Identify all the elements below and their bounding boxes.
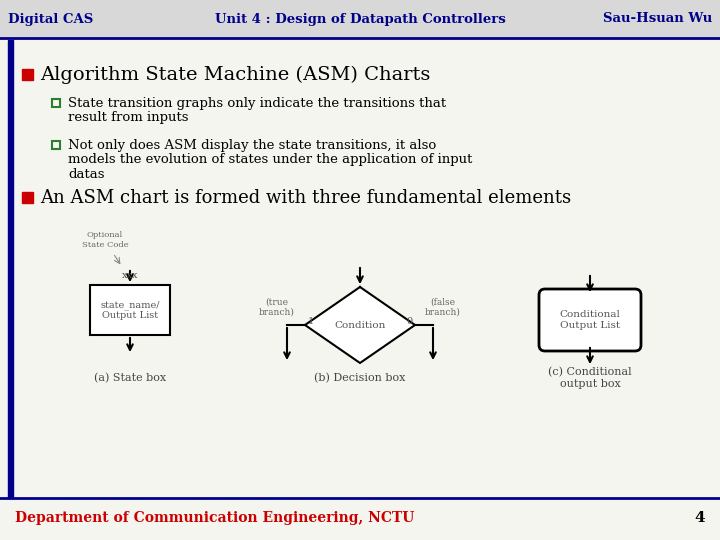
Text: models the evolution of states under the application of input: models the evolution of states under the… <box>68 153 472 166</box>
Bar <box>22 69 33 80</box>
Text: (b) Decision box: (b) Decision box <box>315 373 405 383</box>
Text: (true
branch): (true branch) <box>259 298 295 317</box>
Text: state_name/
Output List: state_name/ Output List <box>100 300 160 320</box>
Bar <box>8 40 13 498</box>
Bar <box>0 0 720 38</box>
Text: 0: 0 <box>406 316 412 326</box>
Text: (false
branch): (false branch) <box>425 298 461 317</box>
Text: 4: 4 <box>694 511 705 525</box>
Bar <box>52 141 60 149</box>
Text: State transition graphs only indicate the transitions that: State transition graphs only indicate th… <box>68 97 446 110</box>
Text: Unit 4 : Design of Datapath Controllers: Unit 4 : Design of Datapath Controllers <box>215 12 505 25</box>
Text: 1: 1 <box>308 316 314 326</box>
Text: Department of Communication Engineering, NCTU: Department of Communication Engineering,… <box>15 511 415 525</box>
Text: xxx: xxx <box>122 271 138 280</box>
Text: Condition: Condition <box>334 321 386 329</box>
Text: (c) Conditional
output box: (c) Conditional output box <box>548 367 632 389</box>
Bar <box>22 192 33 203</box>
Polygon shape <box>305 287 415 363</box>
Text: Conditional
Output List: Conditional Output List <box>559 310 621 330</box>
Bar <box>90 285 170 335</box>
FancyBboxPatch shape <box>539 289 641 351</box>
Text: (a) State box: (a) State box <box>94 373 166 383</box>
Text: Not only does ASM display the state transitions, it also: Not only does ASM display the state tran… <box>68 138 436 152</box>
Text: Digital CAS: Digital CAS <box>8 12 94 25</box>
Text: An ASM chart is formed with three fundamental elements: An ASM chart is formed with three fundam… <box>40 189 571 207</box>
Text: datas: datas <box>68 168 104 181</box>
Text: Algorithm State Machine (ASM) Charts: Algorithm State Machine (ASM) Charts <box>40 66 431 84</box>
Bar <box>52 99 60 107</box>
Text: Sau-Hsuan Wu: Sau-Hsuan Wu <box>603 12 712 25</box>
Text: Optional
State Code: Optional State Code <box>81 232 128 248</box>
Text: result from inputs: result from inputs <box>68 111 189 125</box>
